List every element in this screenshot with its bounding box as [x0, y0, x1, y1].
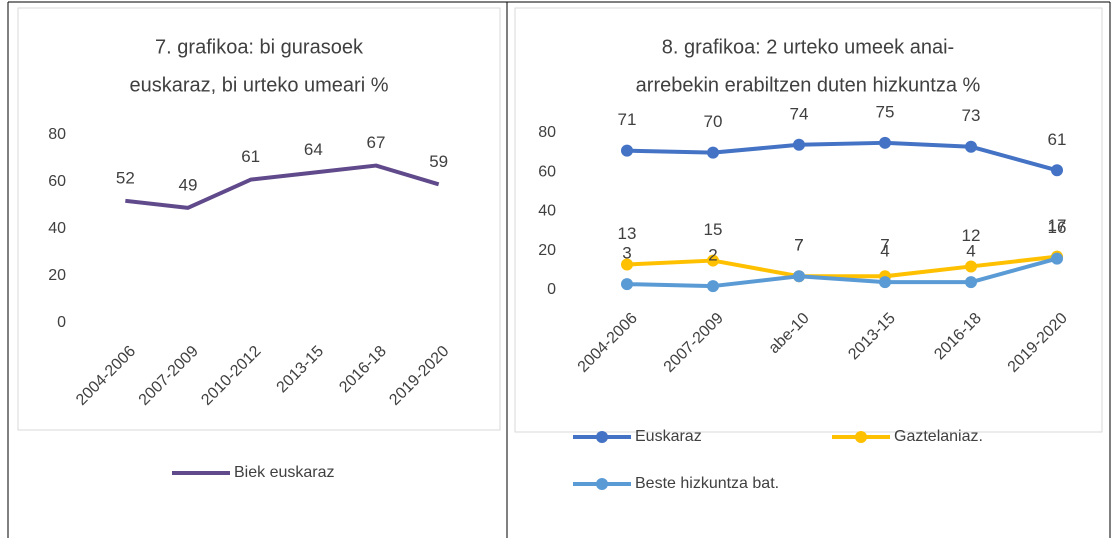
point-marker: [879, 136, 891, 149]
legend-label: Beste hizkuntza bat.: [635, 475, 779, 492]
data-label: 61: [1048, 130, 1067, 149]
data-label: 49: [179, 175, 198, 194]
data-label: 4: [966, 242, 975, 261]
data-label: 71: [618, 110, 637, 129]
legend-marker: [855, 431, 867, 443]
data-label: 52: [116, 168, 135, 187]
y-tick-label: 20: [48, 267, 66, 284]
data-label: 59: [429, 152, 448, 171]
data-label: 15: [704, 220, 723, 239]
data-label: 67: [367, 133, 386, 152]
y-tick-label: 60: [48, 173, 66, 190]
y-tick-label: 60: [538, 163, 556, 180]
y-tick-label: 0: [547, 281, 556, 298]
chart-title: arrebekin erabiltzen duten hizkuntza %: [636, 74, 981, 96]
series-line: [125, 163, 440, 210]
data-label: 75: [876, 102, 895, 121]
legend-marker: [596, 431, 608, 443]
chart-title: 7. grafikoa: bi gurasoek: [155, 36, 364, 58]
chart-frame: [514, 7, 1103, 433]
legend-label: Euskaraz: [635, 428, 702, 445]
point-marker: [621, 144, 633, 157]
point-marker: [621, 258, 633, 271]
data-label: 13: [618, 224, 637, 243]
point-marker: [879, 276, 891, 289]
series-line: [626, 140, 1058, 173]
point-marker: [793, 270, 805, 283]
data-label: 73: [962, 106, 981, 125]
data-label: 7: [794, 236, 803, 255]
data-label: 7: [794, 236, 803, 255]
y-tick-label: 40: [538, 203, 556, 220]
series-line: [626, 256, 1058, 289]
data-label: 3: [622, 244, 631, 263]
data-label: 74: [790, 104, 809, 123]
series-line: [626, 254, 1058, 279]
point-marker: [707, 146, 719, 159]
legend-label: Gaztelaniaz.: [894, 428, 983, 445]
point-marker: [1051, 164, 1063, 177]
point-marker: [965, 276, 977, 289]
point-marker: [621, 278, 633, 291]
point-marker: [965, 260, 977, 273]
point-marker: [707, 280, 719, 293]
chart-title: euskaraz, bi urteko umeari %: [129, 74, 388, 96]
y-tick-label: 40: [48, 220, 66, 237]
chart-title: 8. grafikoa: 2 urteko umeek anai-: [662, 36, 954, 58]
legend-marker: [596, 478, 608, 490]
data-label: 12: [962, 226, 981, 245]
y-tick-label: 20: [538, 242, 556, 259]
point-marker: [965, 140, 977, 153]
chart-frame: [17, 7, 501, 431]
data-label: 70: [704, 112, 723, 131]
data-label: 64: [304, 140, 323, 159]
data-label: 7: [880, 236, 889, 255]
data-label: 4: [880, 242, 889, 261]
point-marker: [793, 138, 805, 151]
y-tick-label: 80: [48, 126, 66, 143]
point-marker: [1051, 252, 1063, 265]
legend-label: Biek euskaraz: [234, 464, 335, 481]
y-tick-label: 0: [57, 314, 66, 331]
data-label: 2: [708, 246, 717, 265]
data-label: 17: [1048, 216, 1067, 235]
data-label: 16: [1048, 218, 1067, 237]
data-label: 61: [241, 147, 260, 166]
point-marker: [707, 254, 719, 267]
y-tick-label: 80: [538, 124, 556, 141]
